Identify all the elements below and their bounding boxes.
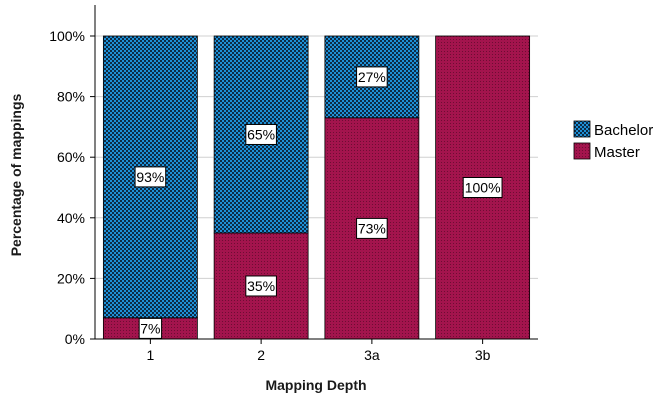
data-label: 93% — [136, 169, 164, 185]
data-label-box — [245, 275, 277, 297]
x-ticks: 1 2 3a 3b — [146, 339, 491, 363]
y-tick-label: 60% — [57, 149, 85, 165]
data-label-box — [356, 66, 388, 88]
data-label-box — [462, 177, 503, 198]
y-tick-label: 40% — [57, 210, 85, 226]
data-label: 100% — [465, 180, 501, 196]
x-axis-title: Mapping Depth — [265, 377, 366, 393]
x-tick-label: 3b — [475, 347, 491, 363]
data-label: 35% — [247, 278, 275, 294]
data-label-box — [134, 166, 167, 188]
data-label: 73% — [358, 220, 386, 236]
data-label: 7% — [140, 320, 160, 336]
data-labels: 7% 93% 35% 65% 73% 27% 100% — [134, 66, 503, 339]
y-ticks: 0% 20% 40% 60% 80% 100% — [49, 28, 95, 347]
data-label-box — [356, 217, 388, 239]
x-tick-label: 3a — [364, 347, 380, 363]
x-tick-label: 2 — [257, 347, 265, 363]
data-label-box — [138, 317, 163, 339]
x-tick-label: 1 — [146, 347, 154, 363]
y-tick-label: 80% — [57, 89, 85, 105]
data-label: 65% — [247, 126, 275, 142]
legend-swatch-master — [573, 142, 591, 160]
y-tick-label: 0% — [65, 331, 85, 347]
axes — [94, 5, 538, 340]
y-tick-label: 20% — [57, 270, 85, 286]
y-tick-label: 100% — [49, 28, 85, 44]
data-label: 27% — [358, 69, 386, 85]
legend-label-bachelor: Bachelor — [594, 122, 653, 139]
legend-label-master: Master — [594, 144, 640, 161]
y-axis-title: Percentage of mappings — [8, 93, 24, 256]
data-label-box — [245, 123, 277, 145]
legend: Bachelor Master — [573, 120, 653, 161]
legend-swatch-bachelor — [573, 120, 591, 138]
